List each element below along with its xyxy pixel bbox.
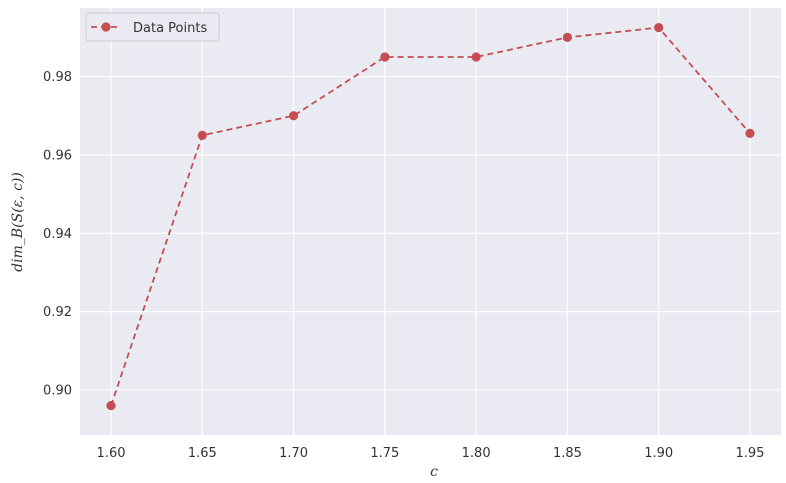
x-tick-label: 1.95 [735, 446, 764, 461]
y-tick-label: 0.94 [43, 227, 72, 242]
y-tick-label: 0.92 [43, 305, 72, 320]
y-axis-ticks: 0.90 0.92 0.94 0.96 0.98 [43, 70, 72, 398]
data-point-marker [380, 52, 390, 62]
data-point-marker [562, 32, 573, 42]
grid [80, 8, 781, 435]
legend-box [85, 12, 220, 42]
series-data-points [106, 22, 755, 411]
y-axis-label: dim_B(S(ε, c)) [10, 172, 26, 272]
data-point-marker [745, 128, 755, 138]
x-tick-label: 1.85 [553, 446, 582, 461]
x-tick-label: 1.80 [462, 446, 491, 461]
x-tick-label: 1.70 [279, 446, 308, 461]
data-point-marker [288, 111, 299, 121]
y-tick-label: 0.98 [43, 70, 72, 85]
x-tick-label: 1.65 [188, 446, 217, 461]
x-tick-label: 1.60 [97, 446, 126, 461]
y-tick-label: 0.96 [43, 148, 72, 163]
y-tick-label: 0.90 [43, 383, 72, 398]
x-tick-label: 1.75 [370, 446, 399, 461]
x-axis-ticks: 1.60 1.65 1.70 1.75 1.80 1.85 1.90 1.95 [97, 446, 765, 461]
series-line [110, 26, 751, 406]
x-tick-label: 1.90 [644, 446, 673, 461]
legend: Data Points [85, 12, 220, 42]
legend-label-data-points: Data Points [133, 21, 207, 36]
x-axis-label: c [430, 464, 438, 480]
legend-marker [101, 22, 111, 32]
data-point-marker [106, 401, 116, 411]
plot-area [80, 8, 781, 435]
data-point-marker [654, 22, 664, 33]
data-point-marker [197, 130, 207, 140]
data-point-marker [471, 52, 481, 62]
